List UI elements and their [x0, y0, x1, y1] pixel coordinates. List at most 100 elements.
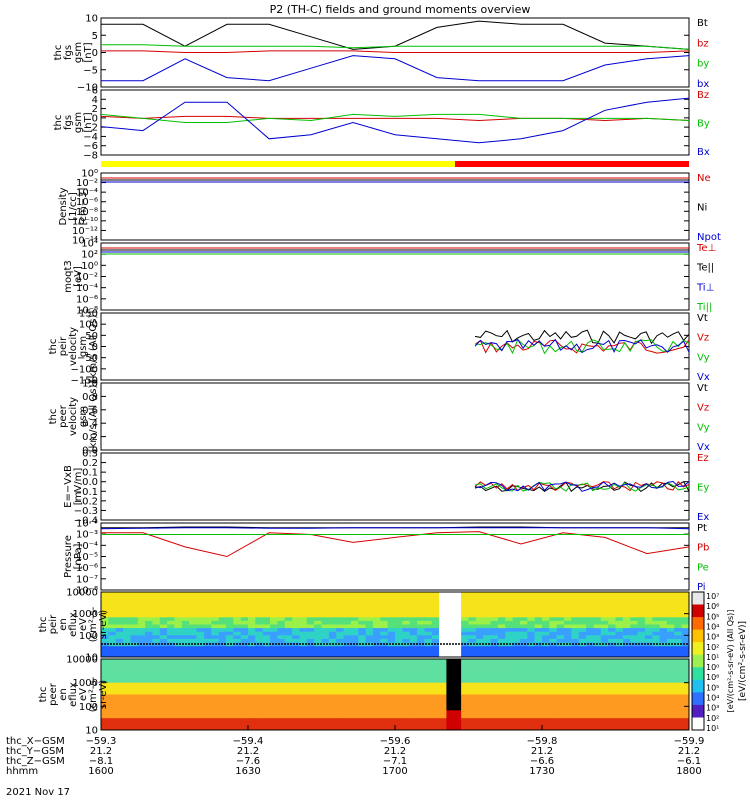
spectrogram-cell — [409, 670, 418, 676]
spectrogram-cell — [130, 726, 139, 731]
spectrogram-cell — [527, 631, 536, 636]
spectrogram-cell — [652, 666, 661, 672]
spectrogram-cell — [666, 635, 675, 640]
spectrogram-cell — [262, 678, 271, 684]
spectrogram-cell — [196, 710, 205, 715]
spectrogram-cell — [240, 595, 249, 600]
spectrogram-cell — [608, 631, 616, 636]
spectrogram-cell — [556, 659, 565, 664]
spectrogram-cell — [145, 702, 153, 707]
spectrogram-cell — [490, 646, 499, 651]
spectrogram-cell — [446, 682, 455, 688]
spectrogram-cell — [380, 706, 389, 711]
spectrogram-cell — [248, 649, 256, 654]
spectrogram-cell — [534, 649, 543, 654]
spectrogram-cell — [343, 726, 352, 731]
spectrogram-cell — [417, 718, 425, 723]
spectrogram-cell — [409, 620, 418, 625]
spectrogram-cell — [446, 714, 455, 719]
spectrogram-cell — [520, 631, 528, 636]
spectrogram-cell — [431, 610, 440, 615]
spectrogram-cell — [600, 710, 609, 715]
spectrogram-cell — [417, 678, 425, 684]
spectrogram-cell — [439, 690, 447, 695]
spectrogram-cell — [189, 646, 197, 651]
spectrogram-cell — [270, 599, 278, 604]
spectrogram-cell — [270, 698, 278, 703]
spectrogram-cell — [453, 613, 462, 618]
spectrogram-cell — [255, 714, 264, 719]
spectrogram-cell — [395, 653, 403, 658]
spectrogram-cell — [145, 706, 153, 711]
spectrogram-cell — [446, 702, 455, 707]
spectrogram-cell — [196, 682, 205, 688]
spectrogram-cell — [571, 635, 580, 640]
spectrogram-cell — [358, 599, 367, 604]
spectrogram-cell — [512, 662, 521, 668]
spectrogram-cell — [306, 635, 315, 640]
spectrogram-cell — [505, 690, 514, 695]
spectrogram-cell — [659, 628, 668, 633]
spectrogram-cell — [666, 628, 675, 633]
ylabel-line: (cm²-s- — [88, 676, 99, 712]
spectrogram-cell — [108, 674, 117, 680]
spectrogram-cell — [564, 613, 572, 618]
spectrogram-cell — [123, 678, 131, 684]
spectrogram-cell — [534, 722, 543, 727]
spectrogram-cell — [240, 670, 249, 676]
spectrogram-cell — [424, 631, 433, 636]
spectrogram-cell — [556, 635, 565, 640]
spectrogram-cell — [505, 678, 514, 684]
spectrogram-cell — [586, 690, 594, 695]
spectrogram-cell — [108, 662, 117, 668]
ylabel-line: peer — [48, 682, 59, 706]
spectrogram-cell — [600, 722, 609, 727]
spectrogram-cell — [167, 617, 175, 622]
spectrogram-cell — [622, 592, 631, 597]
spectrogram-cell — [571, 638, 580, 643]
spectrogram-cell — [439, 606, 447, 611]
spectrogram-cell — [549, 666, 558, 672]
spectrogram-cell — [395, 599, 403, 604]
spectrogram-cell — [409, 662, 418, 668]
spectrogram-cell — [549, 631, 558, 636]
spectrogram-cell — [380, 662, 389, 668]
spectrogram-cell — [218, 628, 227, 633]
panel-ylabel: E=−VxB[mV/m] — [63, 465, 84, 508]
spectrogram-cell — [262, 698, 271, 703]
spectrogram-cell — [167, 714, 175, 719]
spectrogram-cell — [159, 635, 168, 640]
spectrogram-cell — [490, 628, 499, 633]
spectrogram-cell — [123, 592, 131, 597]
spectrogram-cell — [644, 635, 653, 640]
spectrogram-cell — [468, 613, 477, 618]
spectrogram-cell — [233, 690, 242, 695]
spectrogram-cell — [292, 666, 300, 672]
spectrogram-cell — [328, 638, 337, 643]
spectrogram-cell — [527, 670, 536, 676]
spectrogram-cell — [233, 698, 242, 703]
spectrogram-cell — [196, 694, 205, 699]
spectrogram-cell — [659, 674, 668, 680]
spectrogram-cell — [652, 649, 661, 654]
spectrogram-cell — [534, 714, 543, 719]
spectrogram-cell — [262, 686, 271, 691]
spectrogram-cell — [372, 722, 381, 727]
spectrogram-cell — [593, 617, 602, 622]
spectrogram-cell — [520, 702, 528, 707]
spectrogram-cell — [159, 670, 168, 676]
spectrogram-cell — [240, 686, 249, 691]
xaxis-value: 1700 — [382, 766, 407, 777]
spectrogram-cell — [542, 662, 550, 668]
spectrogram-cell — [564, 602, 572, 607]
spectrogram-cell — [622, 686, 631, 691]
panel-peir_en_eflux: 10000100010010thcpeirenefluxeV(cm²-s-sr-… — [38, 588, 690, 664]
spectrogram-cell — [666, 659, 675, 664]
spectrogram-cell — [321, 662, 330, 668]
spectrogram-cell — [277, 635, 286, 640]
spectrogram-cell — [218, 714, 227, 719]
spectrogram-cell — [196, 670, 205, 676]
spectrogram-cell — [593, 613, 602, 618]
spectrogram-cell — [527, 706, 536, 711]
ylabel-line: eflux — [68, 682, 79, 707]
